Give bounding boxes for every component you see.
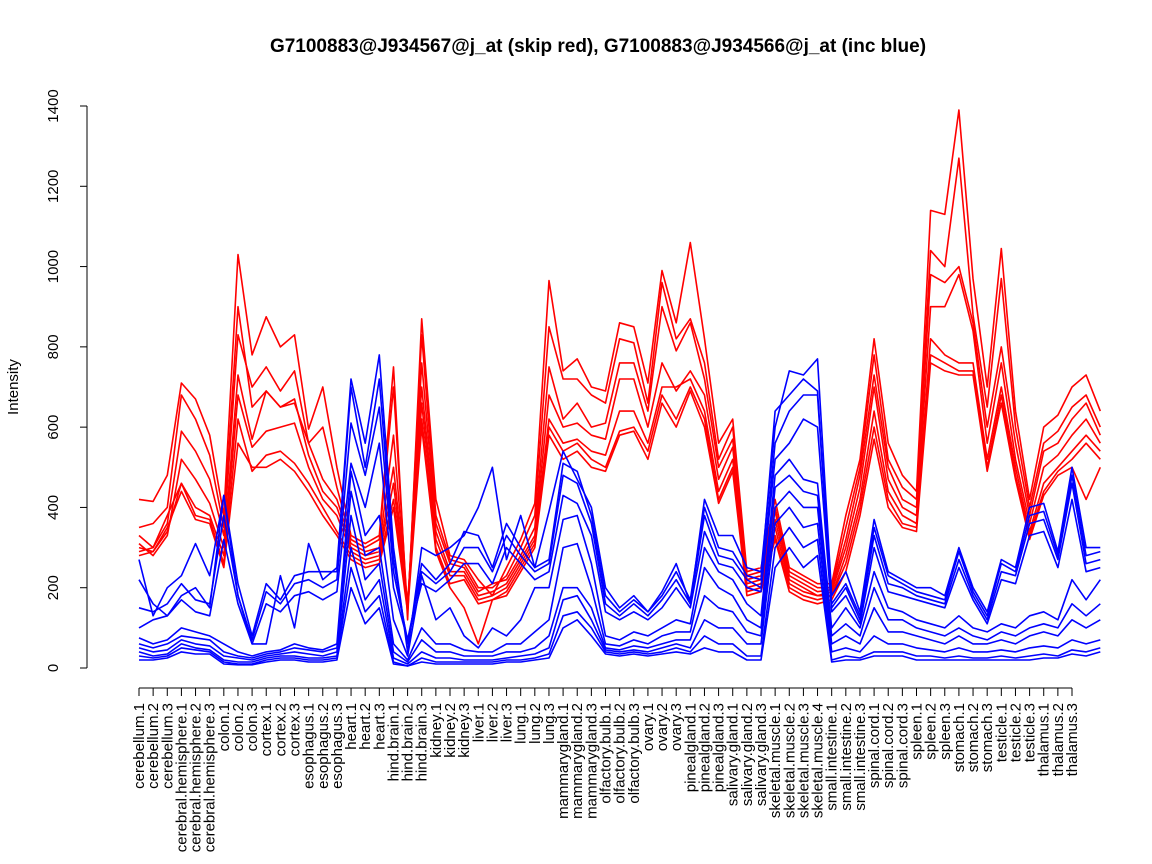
x-axis: cerebellum.1cerebellum.2cerebellum.3cere…: [131, 687, 1081, 852]
x-tick-label: kidney.3: [456, 703, 473, 758]
x-tick-label: stomach.2: [965, 703, 982, 772]
x-tick-label: lung.2: [527, 703, 544, 744]
y-axis: 0 200 400 600 800 1000 1200 1400: [45, 89, 88, 672]
x-tick-label: skeletal.muscle.2: [781, 703, 798, 818]
y-tick-label: 0: [45, 664, 62, 672]
x-tick-label: colon.1: [216, 703, 233, 751]
x-tick-label: mammarygland.2: [569, 703, 586, 819]
series-group: [138, 109, 1102, 667]
x-tick-label: thalamus.1: [1036, 703, 1053, 776]
x-tick-label: stomach.1: [951, 703, 968, 772]
x-tick-label: kidney.1: [428, 703, 445, 758]
series-line-skip-3: [138, 265, 1102, 609]
x-tick-label: small.intestine.2: [838, 703, 855, 811]
y-axis-label: Intensity: [5, 359, 22, 415]
x-tick-label: small.intestine.1: [824, 703, 841, 811]
series-line-skip-6: [138, 354, 1101, 609]
series-line-inc-8: [138, 506, 1101, 665]
x-tick-label: olfactory.bulb.2: [612, 703, 629, 804]
x-tick-label: skeletal.muscle.1: [767, 703, 784, 818]
x-tick-label: heart.1: [343, 703, 360, 750]
series-line-inc-5: [138, 458, 1101, 657]
x-tick-label: spinal.cord.3: [894, 703, 911, 788]
x-tick-label: hind.brain.2: [400, 703, 417, 781]
chart-title: G7100883@J934567@j_at (skip red), G71008…: [270, 36, 926, 57]
y-tick-label: 1000: [45, 250, 62, 283]
x-tick-label: pinealgland.1: [682, 703, 699, 792]
x-tick-label: hind.brain.3: [414, 703, 431, 781]
series-line-inc-3: [138, 394, 1101, 641]
x-tick-label: lung.3: [541, 703, 558, 744]
x-tick-label: esophagus.2: [315, 703, 332, 789]
x-tick-label: spleen.2: [923, 703, 940, 760]
x-tick-label: salivary.gland.2: [739, 703, 756, 806]
series-line-inc-6: [138, 474, 1101, 661]
x-tick-label: cerebellum.3: [159, 703, 176, 789]
x-tick-label: ovary.1: [640, 703, 657, 751]
x-tick-label: lung.1: [513, 703, 530, 744]
x-tick-label: pinealgland.3: [711, 703, 728, 792]
x-tick-label: mammarygland.3: [583, 703, 600, 819]
x-tick-label: testicle.3: [1022, 703, 1039, 762]
x-tick-label: cortex.2: [272, 703, 289, 756]
x-tick-label: small.intestine.3: [852, 703, 869, 811]
x-tick-label: olfactory.bulb.1: [598, 703, 615, 804]
x-tick-label: liver.3: [499, 703, 516, 742]
series-line-skip-2: [138, 157, 1102, 613]
series-line-skip-7: [138, 362, 1102, 645]
x-tick-label: spleen.1: [909, 703, 926, 760]
x-tick-label: stomach.3: [979, 703, 996, 772]
x-tick-label: spinal.cord.1: [866, 703, 883, 788]
x-tick-label: kidney.2: [442, 703, 459, 758]
x-tick-label: hind.brain.1: [385, 703, 402, 781]
series-line-inc-2: [138, 378, 1101, 645]
x-tick-label: heart.2: [357, 703, 374, 750]
x-tick-label: esophagus.3: [329, 703, 346, 789]
x-tick-label: skeletal.muscle.3: [795, 703, 812, 818]
x-tick-label: testicle.2: [1007, 703, 1024, 762]
x-tick-label: cerebellum.2: [145, 703, 162, 789]
x-tick-label: cerebral.hemisphere.3: [202, 703, 219, 852]
x-tick-label: spleen.3: [937, 703, 954, 760]
x-tick-label: mammarygland.1: [555, 703, 572, 819]
series-line-inc-9: [138, 526, 1101, 667]
x-tick-label: cortex.1: [258, 703, 275, 756]
x-tick-label: esophagus.1: [301, 703, 318, 789]
x-tick-label: salivary.gland.3: [753, 703, 770, 806]
x-tick-label: cerebral.hemisphere.2: [188, 703, 205, 852]
x-tick-label: salivary.gland.1: [725, 703, 742, 806]
x-tick-label: cortex.3: [287, 703, 304, 756]
x-tick-label: heart.3: [371, 703, 388, 750]
x-tick-label: skeletal.muscle.4: [810, 703, 827, 818]
series-line-inc-7: [138, 490, 1101, 663]
y-tick-label: 1200: [45, 170, 62, 203]
series-line-skip-5: [138, 337, 1101, 609]
series-line-inc-10: [139, 546, 1101, 667]
series-line-skip-1: [138, 109, 1102, 621]
x-tick-label: olfactory.bulb.3: [626, 703, 643, 804]
x-tick-label: ovary.2: [654, 703, 671, 751]
series-line-inc-4: [138, 418, 1101, 645]
y-tick-label: 600: [45, 415, 62, 440]
y-tick-label: 800: [45, 334, 62, 359]
x-tick-label: thalamus.3: [1064, 703, 1081, 776]
x-tick-label: spinal.cord.2: [880, 703, 897, 788]
x-tick-label: ovary.3: [668, 703, 685, 751]
x-tick-label: liver.1: [470, 703, 487, 742]
y-tick-label: 1400: [45, 89, 62, 122]
x-tick-label: cerebellum.1: [131, 703, 148, 789]
y-tick-label: 400: [45, 495, 62, 520]
x-tick-label: testicle.1: [993, 703, 1010, 762]
x-tick-label: colon.3: [244, 703, 261, 751]
x-tick-label: cerebral.hemisphere.1: [173, 703, 190, 852]
series-line-inc-1: [138, 354, 1101, 653]
x-tick-label: colon.2: [230, 703, 247, 751]
x-tick-label: liver.2: [484, 703, 501, 742]
series-line-skip-4: [138, 273, 1101, 605]
x-tick-label: pinealgland.2: [696, 703, 713, 792]
x-tick-label: thalamus.2: [1050, 703, 1067, 776]
y-tick-label: 200: [45, 575, 62, 600]
